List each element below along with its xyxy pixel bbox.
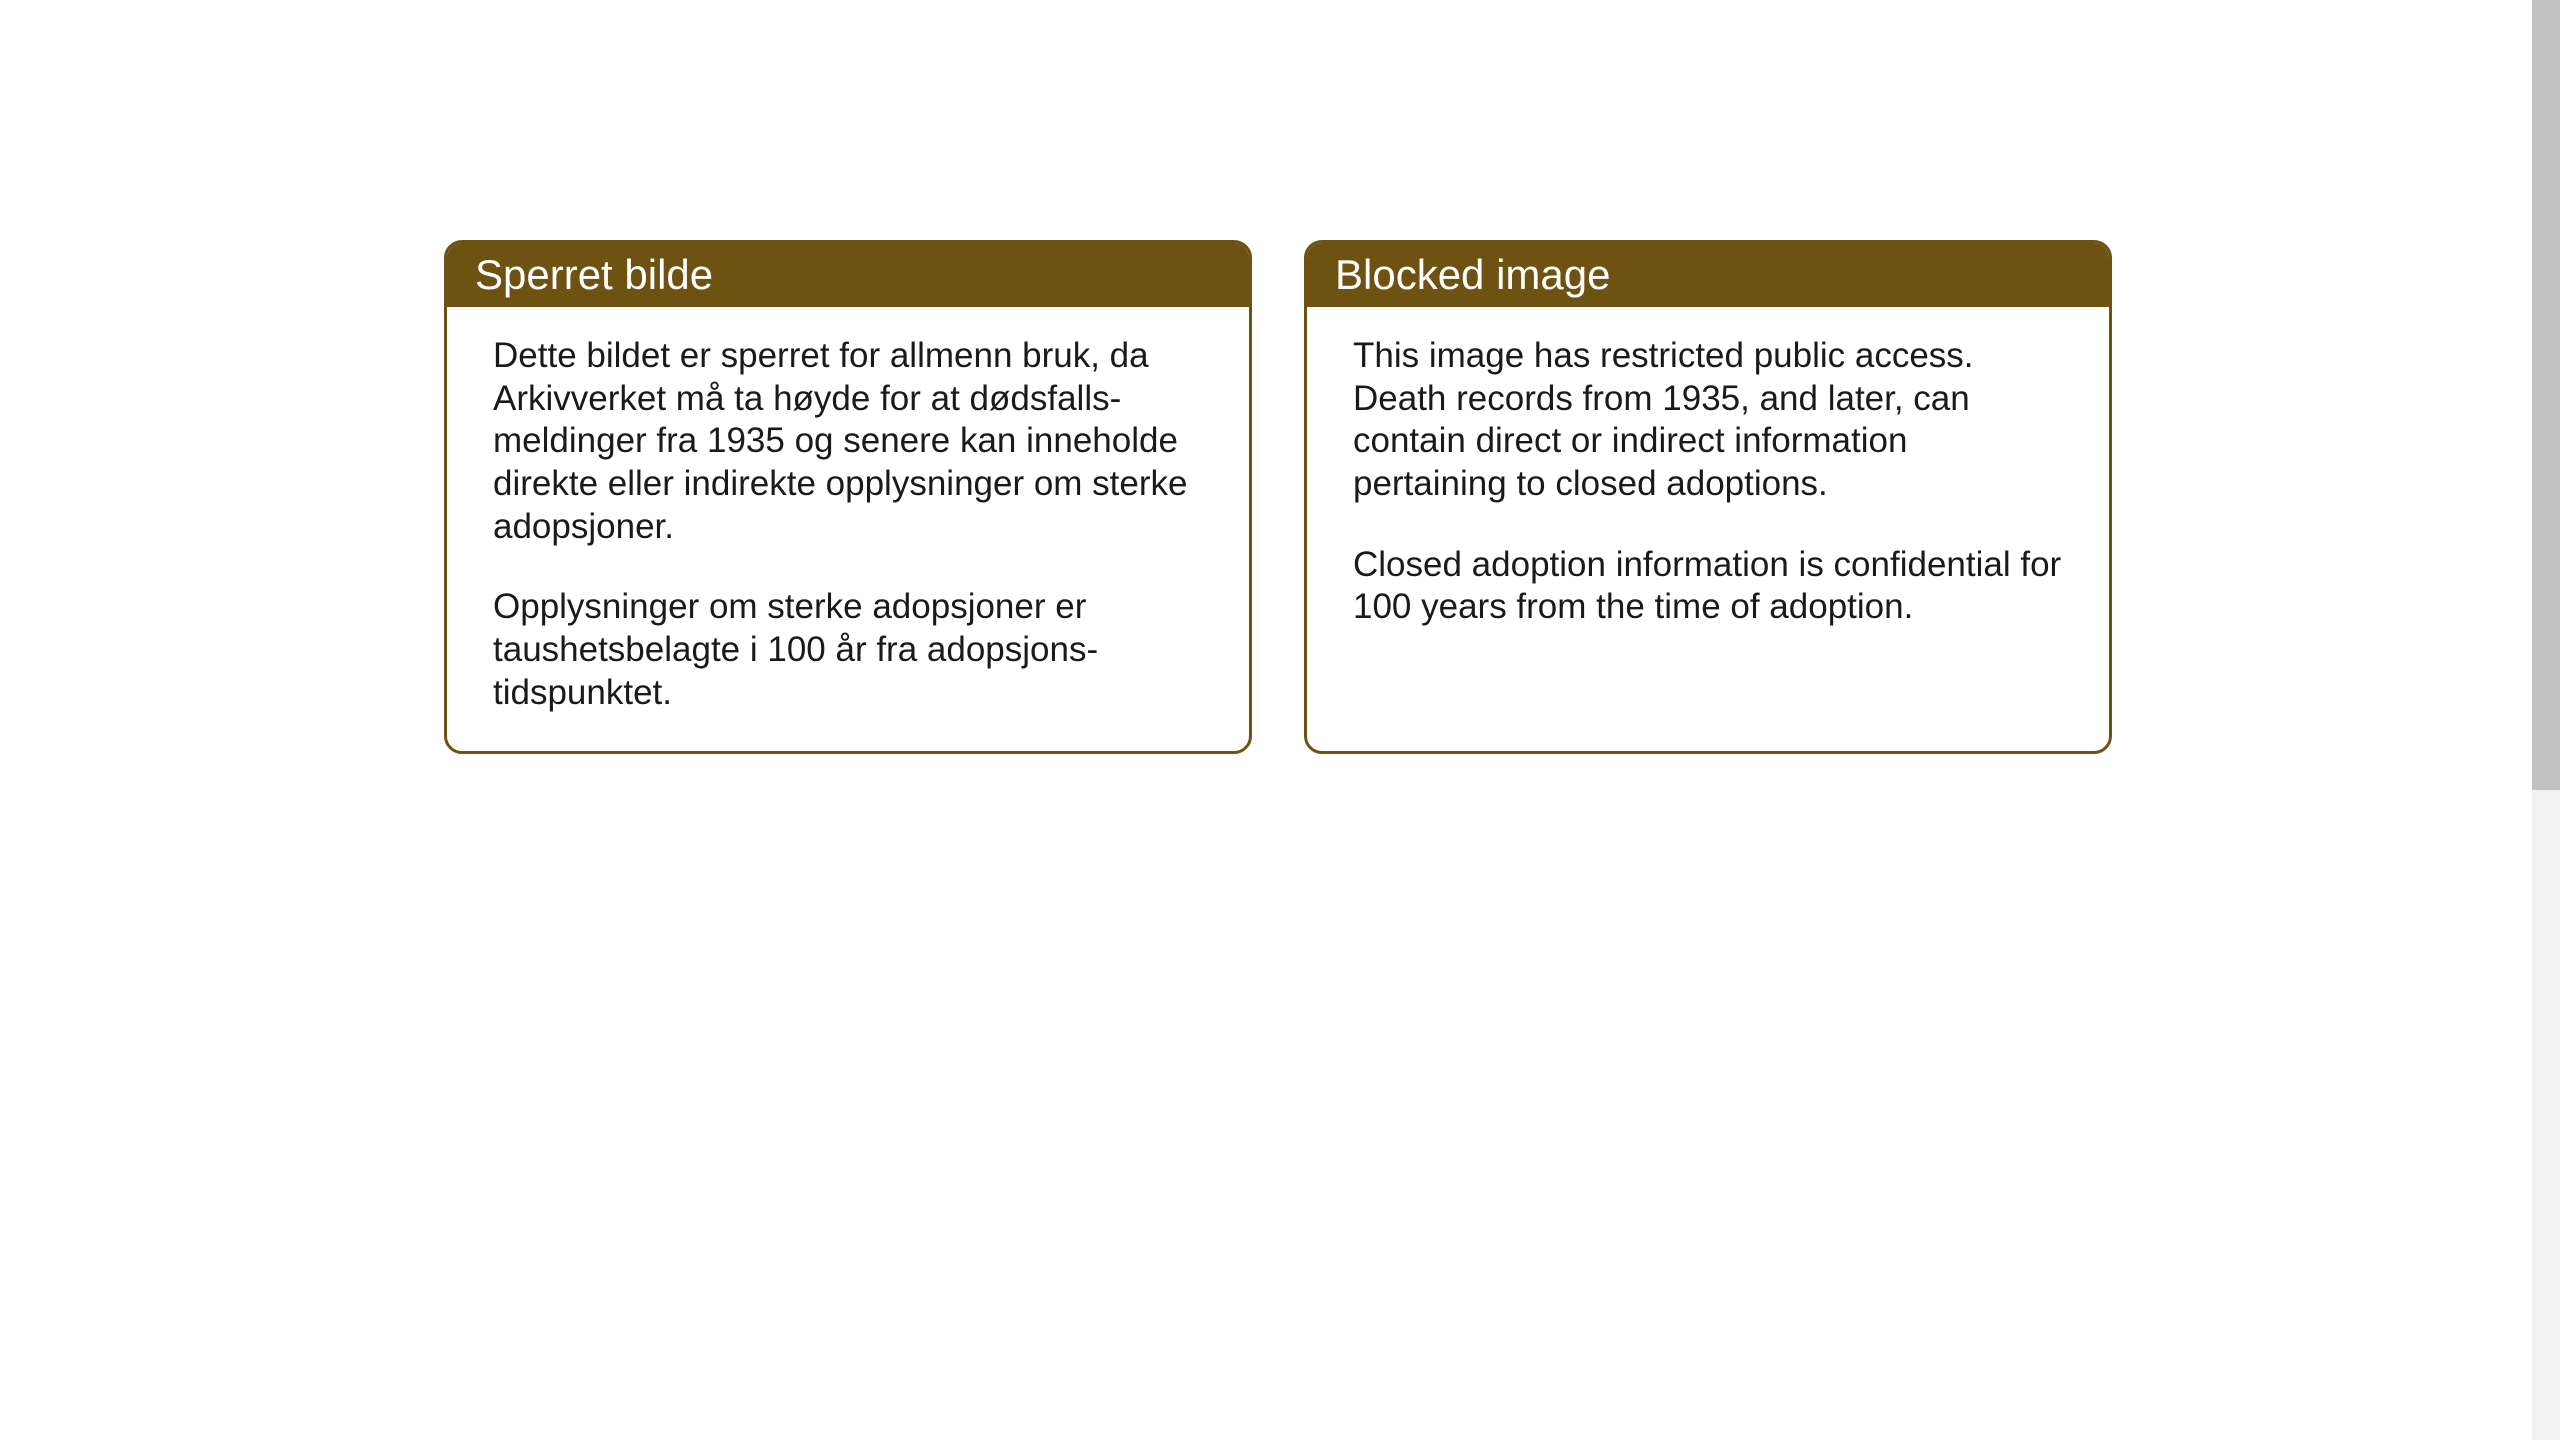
scrollbar-thumb[interactable] — [2532, 0, 2560, 790]
notice-paragraph-2-en: Closed adoption information is confident… — [1353, 544, 2063, 629]
notice-paragraph-1-no: Dette bildet er sperret for allmenn bruk… — [493, 335, 1203, 548]
card-body-norwegian: Dette bildet er sperret for allmenn bruk… — [447, 307, 1249, 751]
card-body-english: This image has restricted public access.… — [1307, 307, 2109, 665]
notice-card-english: Blocked image This image has restricted … — [1304, 240, 2112, 754]
card-header-norwegian: Sperret bilde — [447, 243, 1249, 307]
notice-paragraph-2-no: Opplysninger om sterke adopsjoner er tau… — [493, 586, 1203, 714]
notice-paragraph-1-en: This image has restricted public access.… — [1353, 335, 2063, 506]
notice-card-norwegian: Sperret bilde Dette bildet er sperret fo… — [444, 240, 1252, 754]
notice-cards-container: Sperret bilde Dette bildet er sperret fo… — [444, 240, 2112, 754]
card-header-english: Blocked image — [1307, 243, 2109, 307]
scrollbar-track[interactable] — [2532, 0, 2560, 1440]
